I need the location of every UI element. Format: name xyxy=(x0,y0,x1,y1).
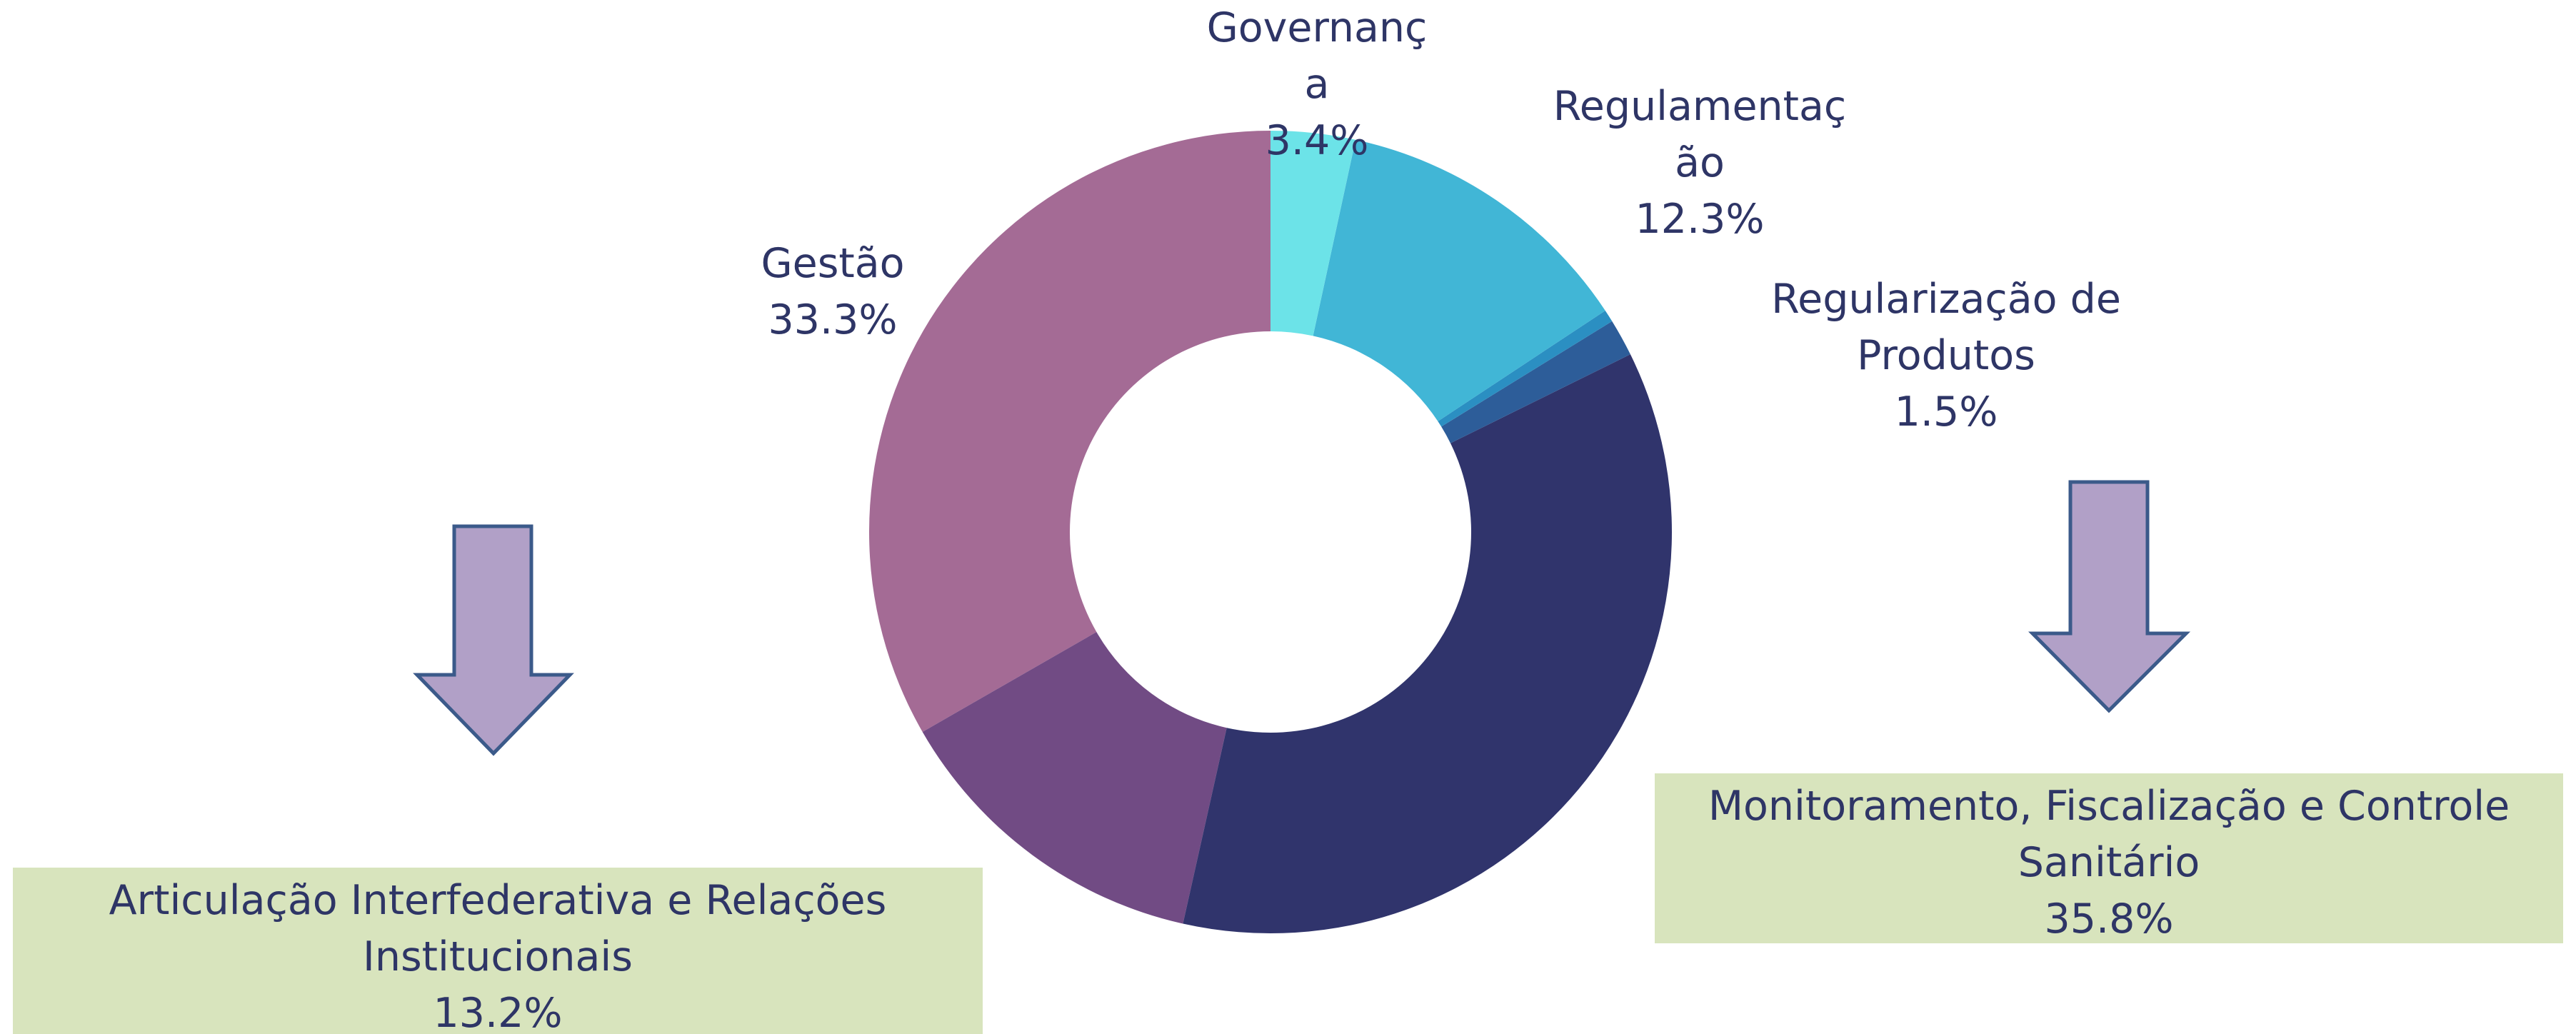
slice-label: Regulamentação 12.3% xyxy=(1543,79,1857,248)
category-name: Regularização de Produtos xyxy=(1771,276,2121,379)
category-name: Monitoramento, Fiscalização e Controle S… xyxy=(1708,783,2510,886)
value-label: 12.3% xyxy=(1635,196,1765,243)
category-name: Articulação Interfederativa e Relações I… xyxy=(109,877,887,980)
arrow xyxy=(413,524,574,756)
label-box: Articulação Interfederativa e Relações I… xyxy=(13,868,983,1034)
value-label: 13.2% xyxy=(433,990,563,1034)
donut-slice xyxy=(922,631,1227,924)
category-name: Gestão xyxy=(761,240,905,287)
category-name: Governança xyxy=(1206,4,1428,108)
label-box: Monitoramento, Fiscalização e Controle S… xyxy=(1655,773,2563,943)
slice-label: Regularização de Produtos 1.5% xyxy=(1728,271,2164,441)
donut-slice xyxy=(1438,310,1613,427)
value-label: 33.3% xyxy=(768,296,898,343)
arrow xyxy=(2028,480,2191,713)
donut-slice xyxy=(1313,139,1605,421)
category-name: Regulamentação xyxy=(1553,83,1847,186)
donut-slice xyxy=(869,131,1271,732)
value-label: 1.5% xyxy=(1894,388,1998,436)
donut-slice xyxy=(1271,131,1356,336)
value-label: 35.8% xyxy=(2044,895,2174,943)
slice-label: Gestão 33.3% xyxy=(718,236,947,348)
donut-slice xyxy=(1441,321,1630,443)
slice-label: Governança 3.4% xyxy=(1203,0,1431,169)
value-label: 3.4% xyxy=(1265,117,1369,164)
donut-slice xyxy=(1183,354,1672,933)
